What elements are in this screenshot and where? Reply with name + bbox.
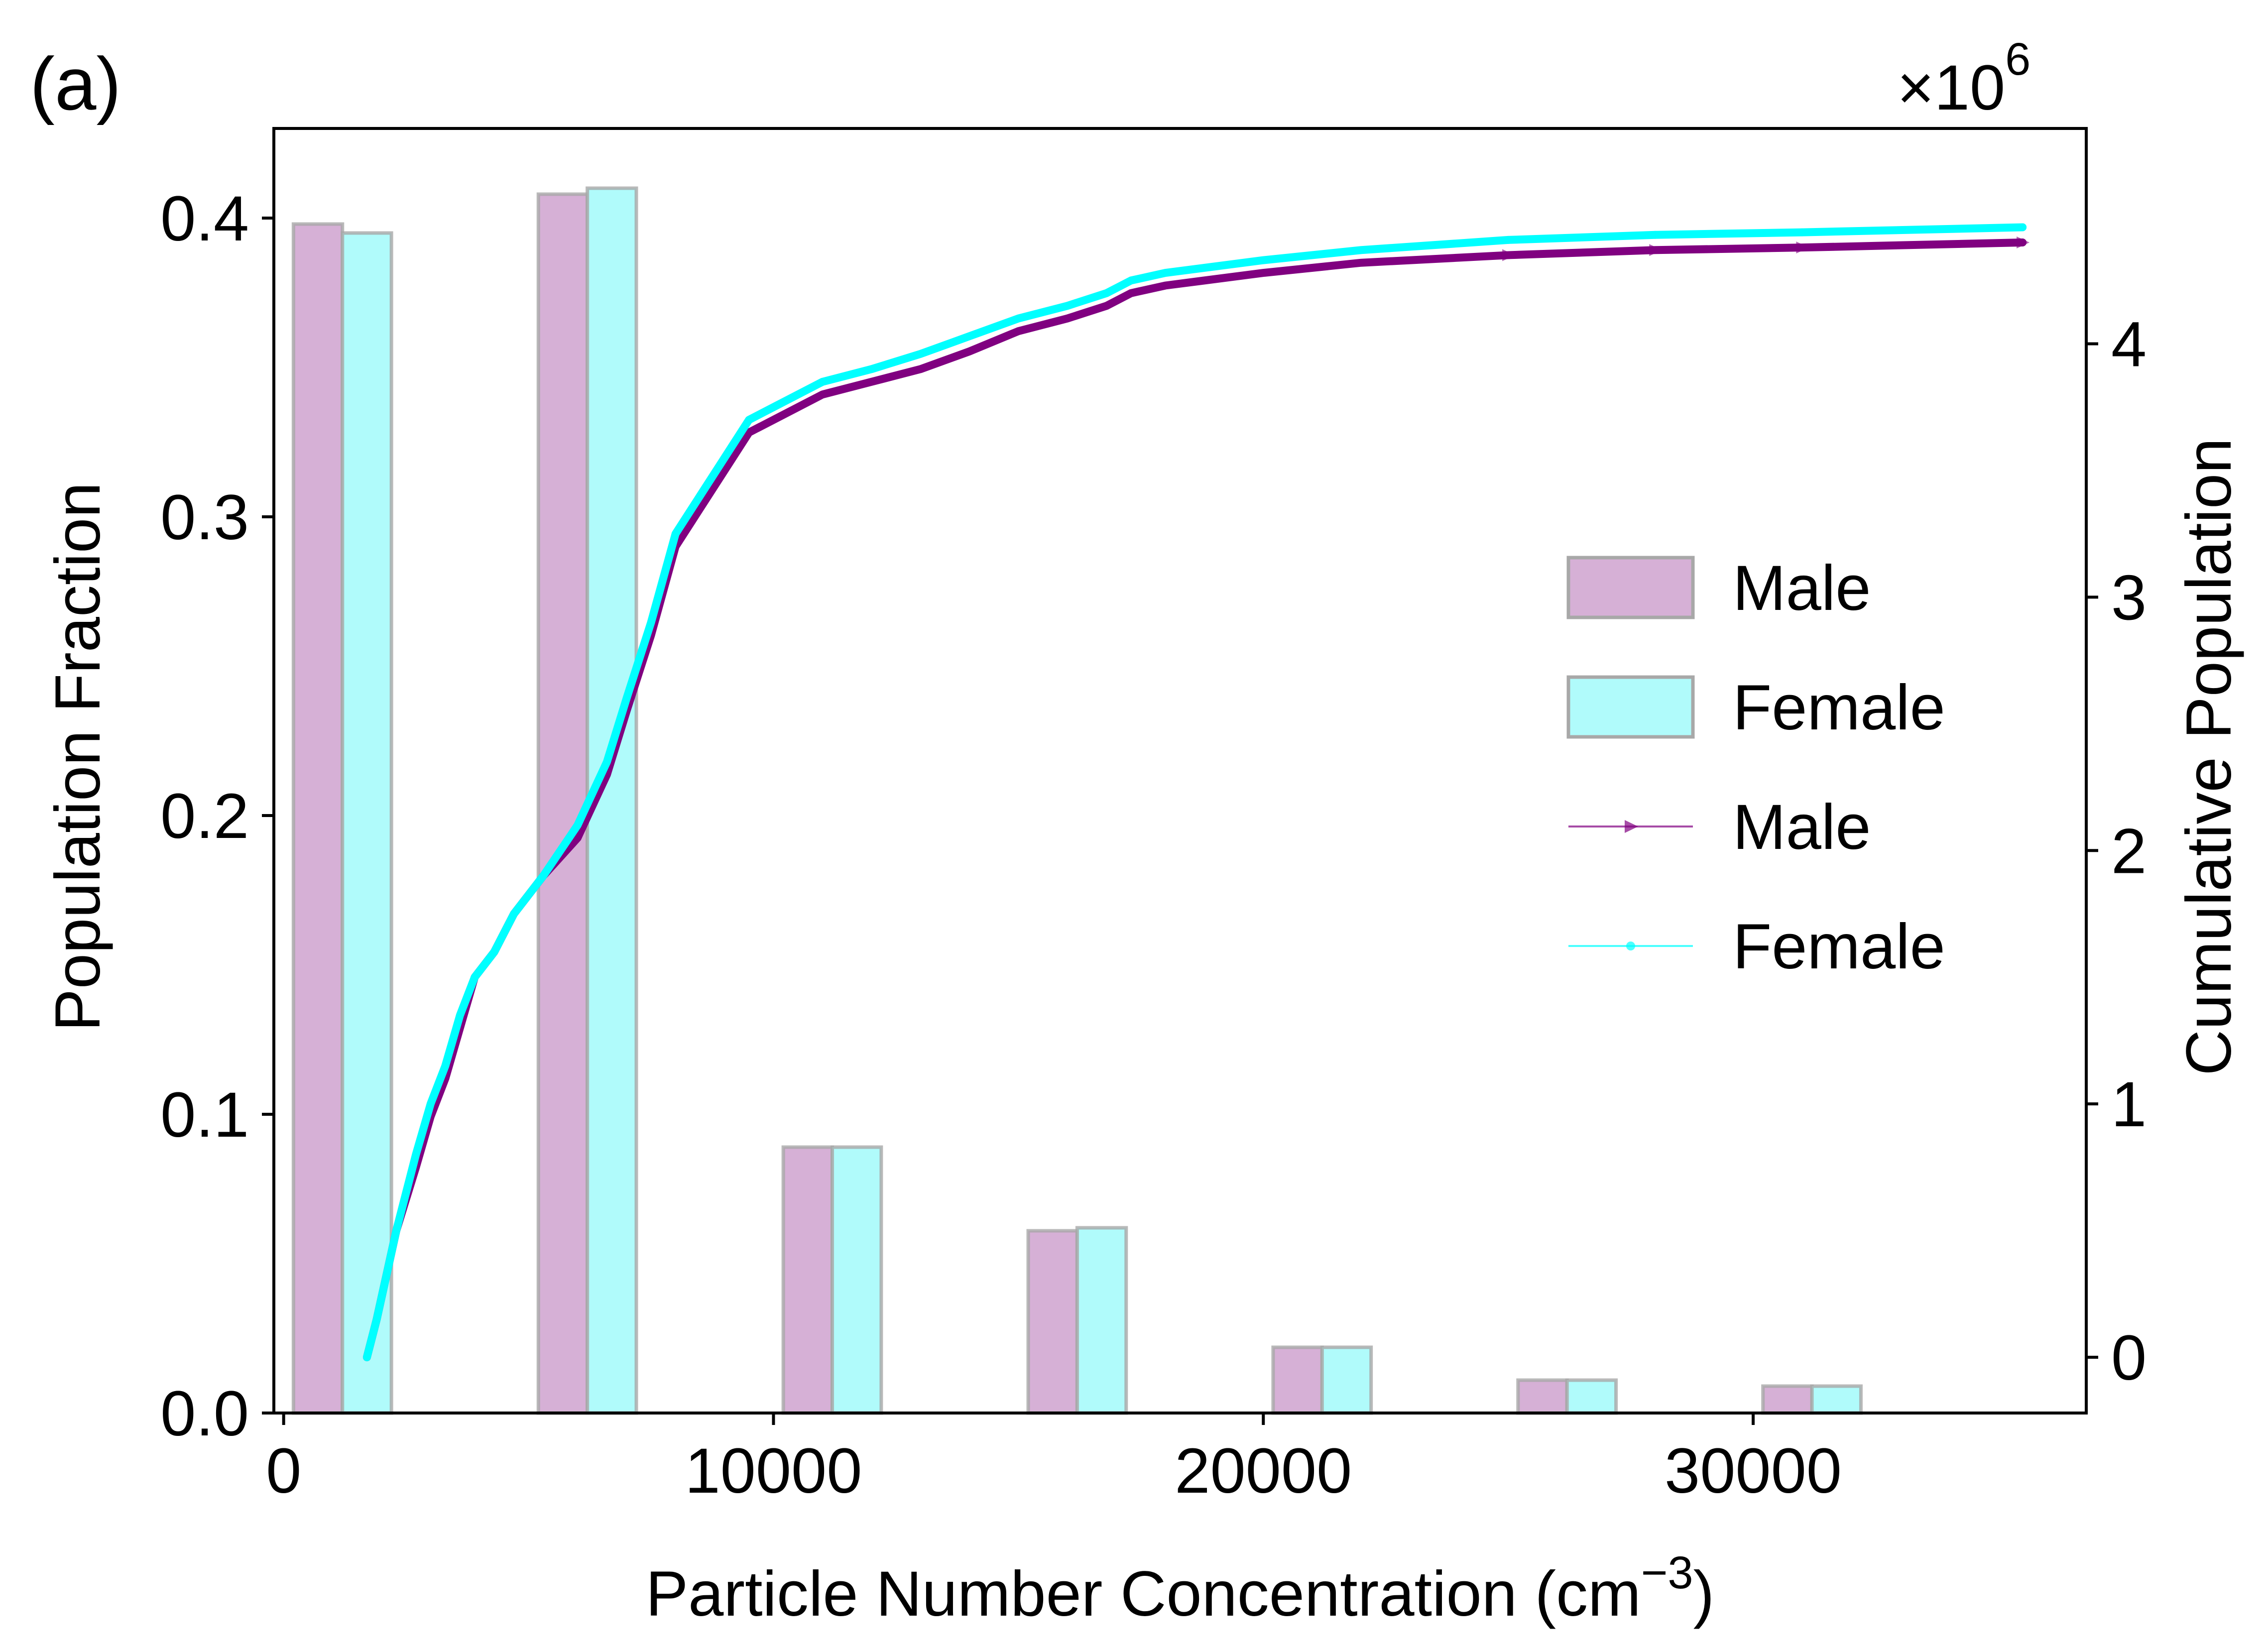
legend-label: Female [1733, 911, 1945, 982]
legend-marker-female [1626, 942, 1635, 950]
legend-marker-male [1625, 820, 1638, 833]
line-marker-male [1796, 241, 1809, 254]
plot-frame [272, 127, 2088, 1415]
y-tick-label: 0.1 [160, 1079, 249, 1151]
x-axis-title-main: Particle Number Concentration (cm [646, 1558, 1641, 1630]
line-marker-male [1649, 244, 1663, 256]
bar-male-4 [1271, 1345, 1324, 1415]
bar-male-0 [291, 222, 345, 1415]
x-axis-title-close: ) [1693, 1558, 1715, 1630]
y2-multiplier-base: ×10 [1897, 52, 2005, 123]
y-tick-label: 0.0 [160, 1378, 249, 1449]
legend-swatch-female [1566, 675, 1695, 739]
line-marker-female [1504, 236, 1513, 244]
line-marker-female [1798, 228, 1806, 236]
y2-tick-label: 0 [2111, 1322, 2147, 1394]
y2-tick-label: 3 [2111, 562, 2147, 633]
x-tick-label: 20000 [1175, 1435, 1352, 1507]
y2-ticks: 0 1 2 3 4 [2086, 309, 2147, 1394]
bar-male-2 [781, 1145, 835, 1415]
legend-label: Male [1733, 553, 1871, 624]
bar-female-5 [1565, 1378, 1618, 1415]
y2-tick-label: 2 [2111, 816, 2147, 887]
y-tick-label: 0.3 [160, 482, 249, 553]
x-tick-label: 0 [266, 1435, 301, 1507]
y-axis-title: Population Fraction [42, 482, 114, 1032]
bar-female-6 [1810, 1384, 1863, 1415]
legend-label: Male [1733, 792, 1871, 863]
bar-female-4 [1320, 1345, 1373, 1415]
x-tick-label: 30000 [1665, 1435, 1842, 1507]
bars [291, 186, 1863, 1415]
legend-label: Female [1733, 672, 1945, 743]
bar-male-6 [1761, 1384, 1814, 1415]
line-marker-male [2017, 236, 2030, 248]
axes [272, 127, 2088, 1415]
legend-swatch-male [1566, 556, 1695, 619]
x-axis-title: Particle Number Concentration (cm−3) [646, 1547, 1714, 1630]
y-tick-label: 0.4 [160, 183, 249, 254]
y2-tick-label: 1 [2111, 1069, 2147, 1140]
y2-tick-label: 4 [2111, 309, 2147, 380]
bar-male-5 [1516, 1378, 1569, 1415]
legend: Male Female Male Female [1566, 553, 1945, 982]
bar-female-0 [341, 231, 393, 1415]
bar-male-3 [1026, 1229, 1079, 1415]
cumulative-lines [362, 223, 2030, 1362]
y2-multiplier: ×106 [1897, 34, 2030, 123]
x-ticks: 0 10000 20000 30000 [266, 1413, 1842, 1507]
x-axis-title-sup: −3 [1641, 1547, 1693, 1598]
line-female [362, 223, 2027, 1362]
line-marker-male [1502, 249, 1516, 261]
y2-multiplier-exp: 6 [2005, 34, 2030, 85]
y2-axis-title: Cumulative Population [2173, 438, 2245, 1076]
y-tick-label: 0.2 [160, 781, 249, 852]
line-marker-female [2019, 223, 2027, 232]
bar-female-2 [831, 1145, 883, 1415]
panel-label: (a) [30, 42, 121, 125]
line-marker-female [1651, 231, 1660, 239]
x-tick-label: 10000 [685, 1435, 862, 1507]
y-ticks: 0.0 0.1 0.2 0.3 0.4 [160, 183, 274, 1449]
bar-male-1 [536, 192, 590, 1415]
bar-female-3 [1075, 1226, 1128, 1415]
